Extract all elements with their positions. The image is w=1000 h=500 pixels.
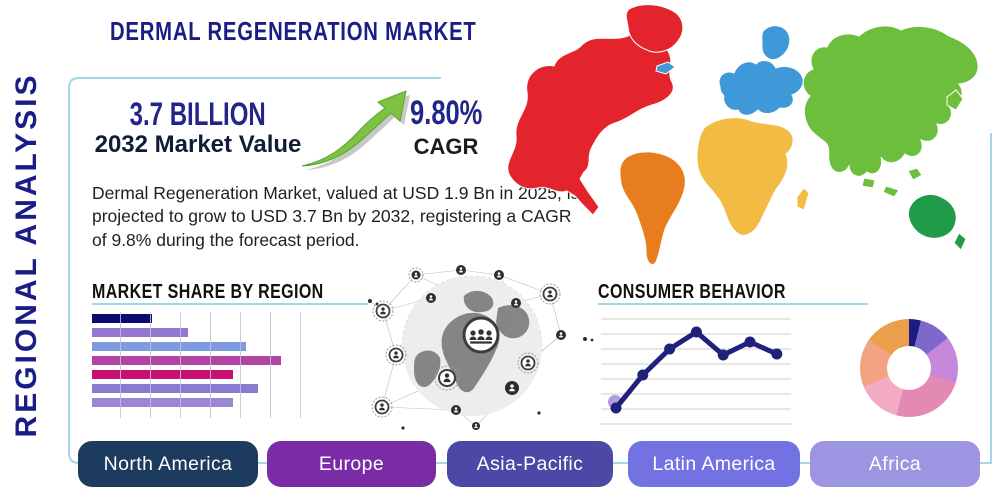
gridline	[120, 312, 121, 418]
map-se-asia-1	[861, 177, 876, 189]
map-europe	[718, 60, 804, 116]
bar	[92, 398, 233, 407]
bar	[92, 356, 281, 365]
world-map	[507, 4, 979, 265]
map-new-zealand	[953, 232, 967, 251]
region-button-north-america[interactable]: North America	[78, 441, 258, 487]
market-value-stat: 3.7 BILLION	[129, 96, 267, 132]
donut-chart	[860, 319, 958, 417]
map-south-america	[619, 151, 686, 265]
market-share-heading: MARKET SHARE BY REGION	[92, 281, 324, 303]
bar	[92, 342, 246, 351]
network-person-icons	[426, 265, 566, 430]
map-africa	[696, 117, 794, 236]
bar	[92, 314, 152, 323]
gridline	[180, 312, 181, 418]
network-ring-nodes	[371, 267, 561, 418]
consumer-behavior-heading: CONSUMER BEHAVIOR	[598, 281, 786, 303]
page-title: DERMAL REGENERATION MARKET	[110, 16, 477, 46]
gridline	[210, 312, 211, 418]
side-label: REGIONAL ANALYSIS	[10, 72, 43, 438]
market-description: Dermal Regeneration Market, valued at US…	[92, 183, 580, 250]
bar-chart	[92, 312, 310, 418]
map-north-america	[507, 30, 674, 216]
gridline	[300, 312, 301, 418]
map-se-asia-3	[907, 167, 923, 181]
map-iceland	[655, 61, 676, 75]
map-madagascar	[796, 187, 810, 211]
map-japan	[946, 89, 964, 111]
region-button-asia-pacific[interactable]: Asia-Pacific	[447, 441, 613, 487]
consumer-behavior-underline	[598, 303, 868, 305]
line-chart	[601, 318, 791, 425]
region-button-africa[interactable]: Africa	[810, 441, 980, 487]
map-scandinavia	[761, 25, 791, 61]
map-se-asia-2	[882, 185, 900, 198]
region-button-europe[interactable]: Europe	[267, 441, 436, 487]
team-badge-icon	[462, 316, 500, 354]
market-value-caption: 2032 Market Value	[94, 131, 302, 158]
globe-network-graphic	[368, 265, 594, 430]
map-australia	[907, 194, 957, 239]
growth-arrow-icon	[301, 90, 410, 170]
gridline	[240, 312, 241, 418]
map-asia	[802, 25, 979, 177]
cagr-caption: CAGR	[413, 134, 479, 159]
market-share-underline	[92, 303, 368, 305]
bar	[92, 384, 258, 393]
bar	[92, 370, 233, 379]
map-greenland	[625, 4, 684, 53]
region-button-latin-america[interactable]: Latin America	[628, 441, 800, 487]
cagr-stat: 9.80%	[409, 94, 483, 132]
gridline	[150, 312, 151, 418]
gridline	[270, 312, 271, 418]
bar	[92, 328, 188, 337]
